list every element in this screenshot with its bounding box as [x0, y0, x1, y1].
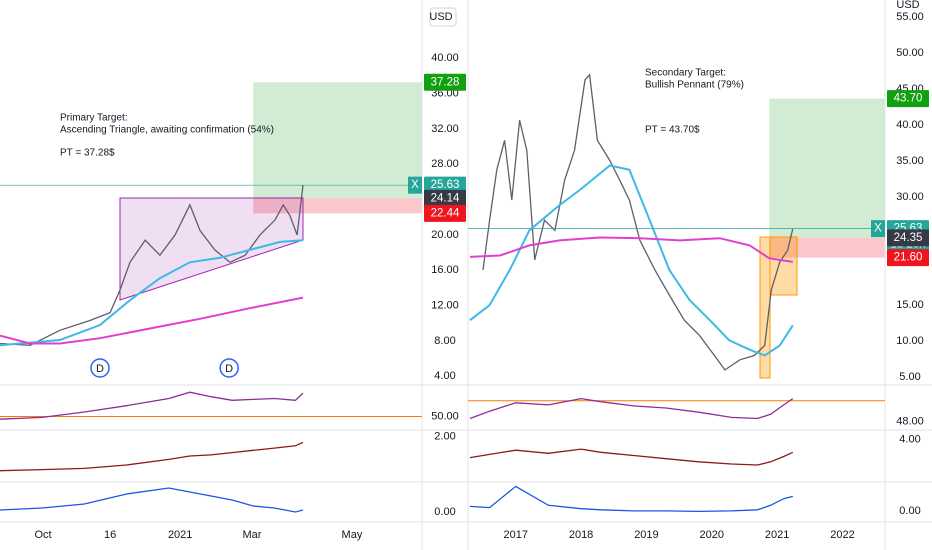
- price-tag: [887, 249, 929, 267]
- price-tag-label: 37.28: [431, 76, 460, 88]
- y-tick-label: 48.00: [896, 416, 924, 428]
- y-tick-label: 55.00: [896, 11, 924, 23]
- prefix-label: X: [874, 223, 882, 235]
- annotation: Primary Target:: [60, 113, 128, 124]
- event-marker: [90, 358, 110, 378]
- target-zone: [769, 98, 885, 238]
- x-tick-label: 2021: [765, 529, 789, 541]
- y-tick-label: 30.00: [896, 191, 924, 203]
- y-tick-label: 28.00: [431, 158, 459, 170]
- y-tick-label: 35.00: [896, 155, 924, 167]
- x-tick-label: 16: [104, 529, 116, 541]
- target-zone: [769, 237, 885, 258]
- y-tick-label: 20.00: [431, 229, 459, 241]
- series-line: [0, 487, 304, 513]
- x-tick-label: May: [342, 529, 363, 541]
- y-tick-label: 12.00: [431, 299, 459, 311]
- event-label: D: [96, 363, 104, 375]
- target-zone: [253, 198, 422, 214]
- series-line: [469, 164, 794, 357]
- price-tag-label: 24.35: [894, 232, 923, 244]
- price-tag: [887, 90, 929, 108]
- series-line: [469, 236, 793, 263]
- annotation: Secondary Target:: [645, 68, 726, 79]
- y-tick-label: 40.00: [896, 119, 924, 131]
- price-tag: [424, 204, 466, 222]
- series-line: [0, 296, 304, 345]
- series-line: [0, 185, 304, 346]
- price-tag: [424, 189, 466, 207]
- x-tick-label: 2022: [830, 529, 854, 541]
- series-line: [0, 239, 304, 347]
- y-tick-label: 0.00: [899, 505, 920, 517]
- annotation: Ascending Triangle, awaiting confirmatio…: [60, 125, 274, 136]
- currency-box: [429, 7, 457, 27]
- annotation: PT = 37.28$: [60, 148, 115, 159]
- price-tag-label: 22.44: [431, 207, 460, 219]
- y-tick-label: 50.00: [431, 410, 459, 422]
- pennant-flag: [769, 236, 798, 296]
- annotation: Bullish Pennant (79%): [645, 80, 744, 91]
- y-tick-label: 10.00: [896, 335, 924, 347]
- pennant-pole: [759, 236, 771, 379]
- series-line: [469, 397, 794, 420]
- price-tag-label: 25.63: [431, 179, 460, 191]
- x-tick-label: 2017: [503, 529, 527, 541]
- x-tick-label: 2018: [569, 529, 593, 541]
- price-tag-label: 21.60: [894, 252, 923, 264]
- price-tag-label: 24.14: [431, 192, 460, 204]
- series-line: [469, 448, 794, 466]
- price-tag: [424, 176, 466, 194]
- event-marker: [219, 358, 239, 378]
- currency-label: USD: [896, 0, 919, 11]
- prefix-box: [871, 220, 885, 238]
- price-tag: [887, 229, 929, 247]
- series-line: [0, 441, 304, 472]
- y-tick-label: 0.00: [434, 506, 455, 518]
- event-label: D: [225, 363, 233, 375]
- currency-label: USD: [429, 11, 452, 23]
- prefix-label: X: [411, 179, 419, 191]
- annotation: PT = 43.70$: [645, 125, 700, 136]
- target-zone: [253, 82, 422, 199]
- series-line: [482, 73, 794, 371]
- x-tick-label: 2020: [700, 529, 724, 541]
- y-tick-label: 32.00: [431, 123, 459, 135]
- y-tick-label: 8.00: [434, 335, 455, 347]
- x-tick-label: Oct: [34, 529, 51, 541]
- prefix-box: [408, 176, 422, 194]
- y-tick-label: 40.00: [431, 52, 459, 64]
- price-tag-label: 43.70: [894, 93, 923, 105]
- y-tick-label: 4.00: [899, 433, 920, 445]
- y-tick-label: 2.00: [434, 431, 455, 443]
- x-tick-label: Mar: [242, 529, 261, 541]
- series-line: [469, 485, 793, 513]
- x-tick-label: 2019: [634, 529, 658, 541]
- x-tick-label: 2021: [168, 529, 192, 541]
- y-tick-label: 4.00: [434, 370, 455, 382]
- series-line: [0, 391, 304, 420]
- y-tick-label: 16.00: [431, 264, 459, 276]
- y-tick-label: 15.00: [896, 299, 924, 311]
- price-tag: [424, 73, 466, 91]
- y-tick-label: 5.00: [899, 371, 920, 383]
- y-tick-label: 50.00: [896, 47, 924, 59]
